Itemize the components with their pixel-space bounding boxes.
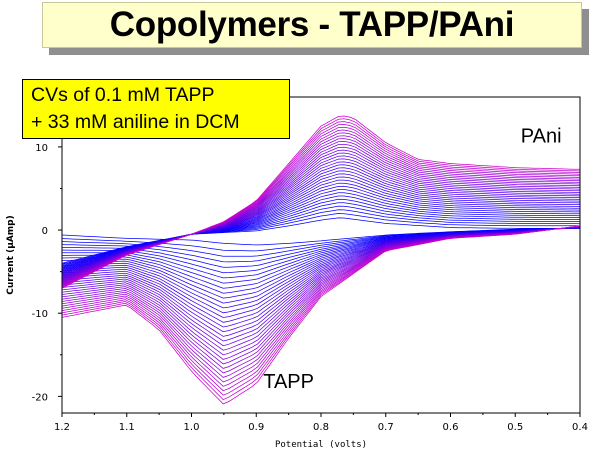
annotation-pani: PAni [521,126,562,148]
y-tick-label: -10 [32,309,48,320]
x-tick-label: 0.8 [313,422,329,433]
x-tick-label: 0.7 [378,422,394,433]
experiment-note: CVs of 0.1 mM TAPP + 33 mM aniline in DC… [22,79,290,139]
annotation-tapp: TAPP [263,371,314,393]
x-tick-label: 0.9 [248,422,264,433]
y-tick-label: -20 [32,392,48,403]
x-tick-label: 0.6 [443,422,459,433]
x-tick-label: 0.5 [507,422,523,433]
y-tick-label: 10 [35,143,48,154]
cv-scan-line [61,118,581,401]
x-axis: 1.2 1.1 1.0 0.9 0.8 0.7 0.6 0.5 0.4 [54,413,588,433]
cv-scan-line [61,138,581,369]
x-tick-label: 1.0 [184,422,200,433]
x-axis-title: Potential (volts) [275,440,367,450]
title-banner: Copolymers - TAPP/PAni [42,2,582,48]
y-axis: 10 0 -10 -20 [32,104,62,403]
cv-scan-line [61,195,581,279]
x-tick-label: 0.4 [572,422,588,433]
x-tick-label: 1.2 [54,422,70,433]
cv-scan-line [61,129,581,383]
cv-scan-line [61,185,581,294]
cv-curves [61,115,581,405]
x-tick-label: 1.1 [119,422,135,433]
page-title: Copolymers - TAPP/PAni [109,5,515,44]
y-axis-title: Current (µAmp) [6,215,16,294]
note-line-2: + 33 mM aniline in DCM [31,111,240,133]
y-tick-label: 0 [42,226,48,237]
cv-scan-line [61,209,581,266]
note-line-1: CVs of 0.1 mM TAPP [31,84,215,106]
